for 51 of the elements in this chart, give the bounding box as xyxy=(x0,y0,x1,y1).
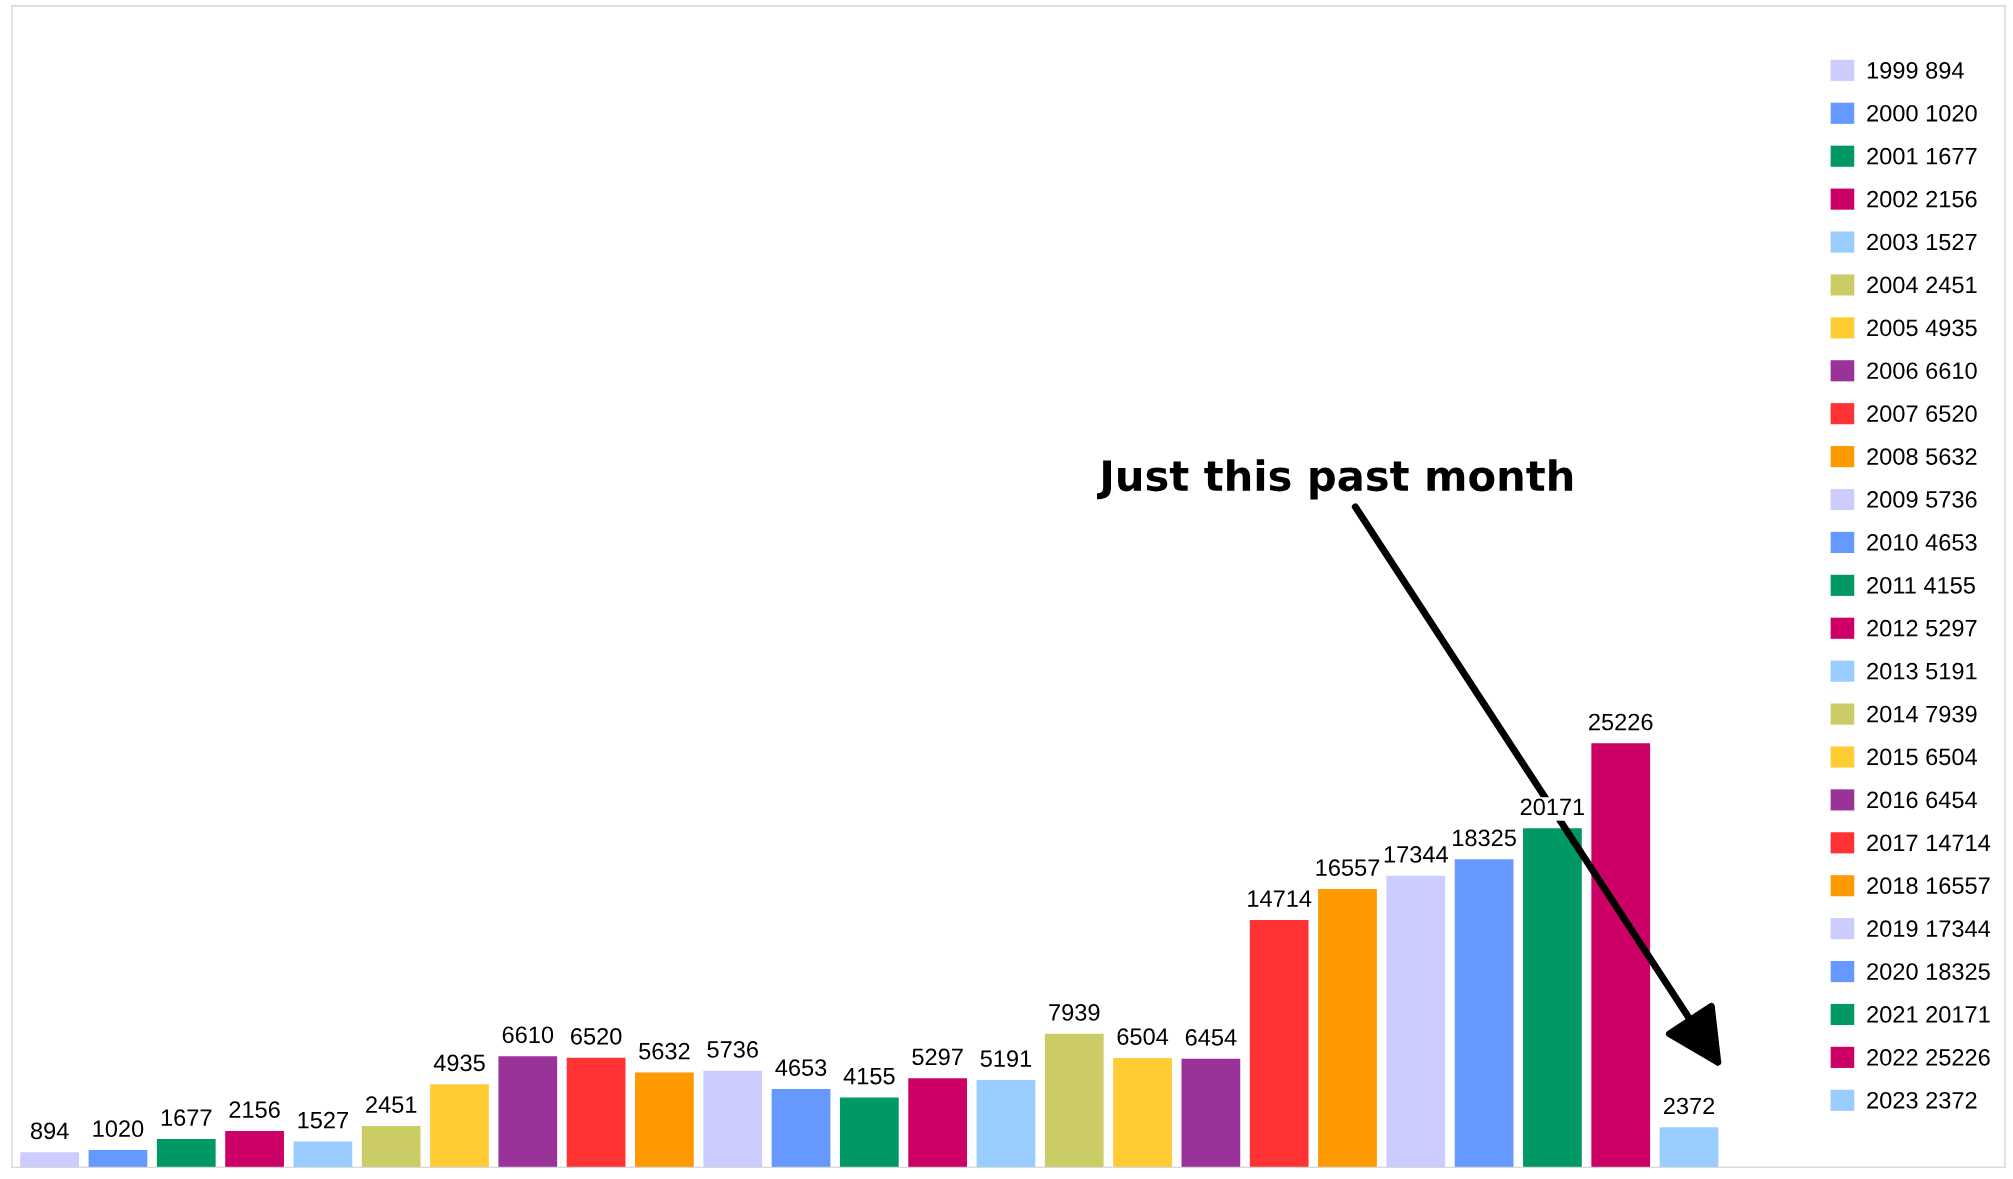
legend-label: 1999 894 xyxy=(1867,61,1964,79)
data-label: 6504 xyxy=(1117,1028,1169,1045)
legend-label: 2019 17344 xyxy=(1867,920,1991,937)
data-label: 17344 xyxy=(1384,846,1448,863)
legend-label: 2005 4935 xyxy=(1867,319,1977,337)
legend-label: 2015 6504 xyxy=(1867,748,1977,766)
data-label: 6454 xyxy=(1185,1029,1237,1046)
text: Just this past month xyxy=(1097,459,1573,500)
data-label: 894 xyxy=(30,1122,69,1140)
data-label: 5297 xyxy=(912,1048,963,1066)
legend-label: 2010 4653 xyxy=(1867,534,1977,551)
legend-label: 2012 5297 xyxy=(1867,619,1977,637)
legend-label: 2002 2156 xyxy=(1867,190,1977,208)
data-label: 2156 xyxy=(229,1101,280,1118)
data-label: 2372 xyxy=(1663,1097,1715,1115)
legend-label: 2004 2451 xyxy=(1867,276,1977,294)
legend-label: 2020 18325 xyxy=(1867,963,1990,980)
data-label: 1527 xyxy=(298,1111,348,1129)
data-label: 7939 xyxy=(1049,1004,1100,1021)
data-label: 1677 xyxy=(161,1109,212,1127)
legend-label: 2017 14714 xyxy=(1867,834,1991,852)
legend-label: 2021 20171 xyxy=(1867,1006,1990,1023)
data-label: 1020 xyxy=(93,1120,144,1138)
legend-label: 2013 5191 xyxy=(1867,662,1977,680)
legend-label: 2016 6454 xyxy=(1867,791,1977,809)
data-label: 2451 xyxy=(366,1096,417,1114)
data-label: 25226 xyxy=(1589,713,1653,731)
data-label: 4653 xyxy=(775,1059,827,1077)
legend-label: 2011 4155 xyxy=(1867,576,1975,594)
legend-label: 2018 16557 xyxy=(1867,877,1990,895)
data-label: 6610 xyxy=(502,1026,554,1044)
legend-label: 2014 7939 xyxy=(1867,705,1977,723)
data-label: 5736 xyxy=(707,1041,758,1058)
legend-label: 2003 1527 xyxy=(1867,233,1977,251)
legend-label: 2009 5736 xyxy=(1867,491,1977,508)
data-label: 6520 xyxy=(571,1027,622,1045)
data-label: 4935 xyxy=(433,1054,485,1072)
legend-label: 2007 6520 xyxy=(1867,405,1977,423)
data-label: 18325 xyxy=(1453,829,1516,847)
legend-label: 2000 1020 xyxy=(1867,104,1977,122)
legend-label: 2001 1677 xyxy=(1867,147,1977,165)
data-label: 4155 xyxy=(843,1067,895,1085)
data-label: 5632 xyxy=(639,1042,690,1060)
data-label: 5191 xyxy=(980,1050,1032,1067)
legend-label: 2023 2372 xyxy=(1867,1091,1977,1109)
legend-label: 2022 25226 xyxy=(1867,1048,1990,1066)
legend-label: 2006 6610 xyxy=(1867,362,1977,380)
data-label: 20171 xyxy=(1520,798,1585,816)
data-label: 14714 xyxy=(1248,890,1312,907)
data-label: 16557 xyxy=(1316,859,1380,877)
legend-label: 2008 5632 xyxy=(1867,448,1977,465)
